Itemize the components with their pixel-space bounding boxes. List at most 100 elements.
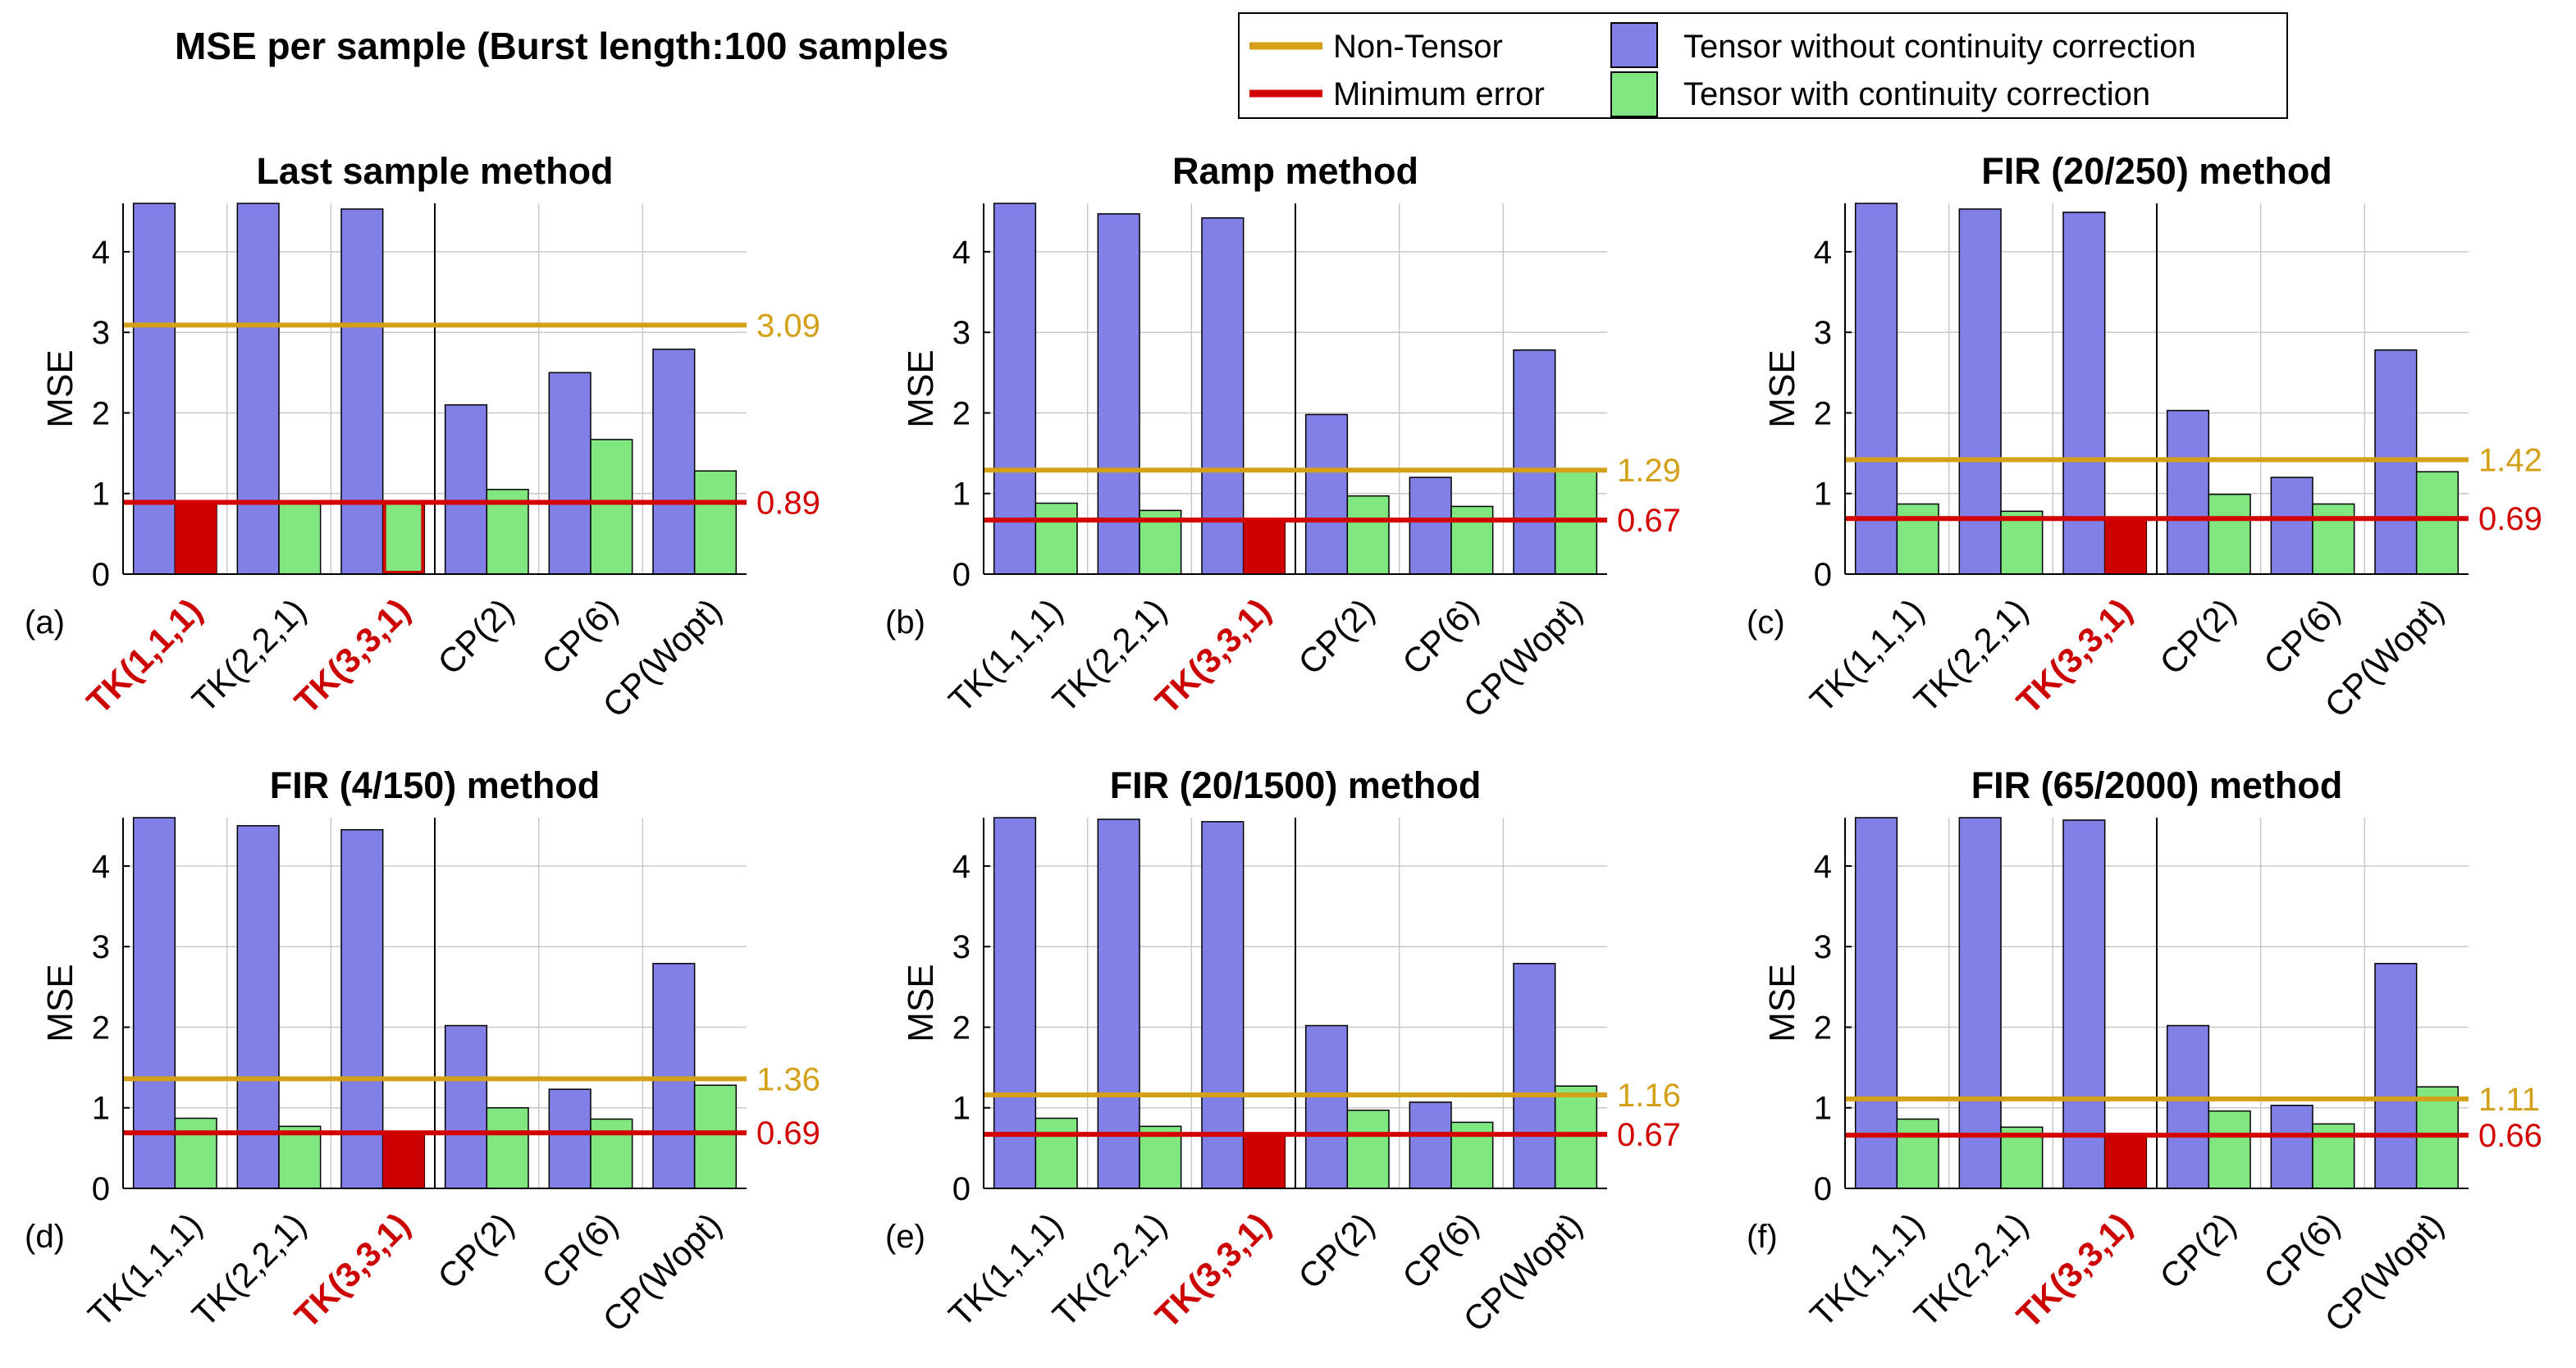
bar-tensor-without <box>236 203 280 575</box>
bar-tensor-with <box>693 470 738 575</box>
panel-letter: (c) <box>1747 604 1785 641</box>
bar-tensor-with <box>1346 1109 1390 1189</box>
legend-non-tensor-label: Non-Tensor <box>1333 29 1503 65</box>
panel-letter: (a) <box>25 604 65 641</box>
chart-panel-a: 3.09 0.89 0 1 2 3 4 MSE Last sample method (a) TK(… <box>25 150 820 725</box>
bar-tensor-with <box>486 1106 529 1189</box>
y-tick-label: 1 <box>92 477 110 513</box>
bar-tensor-with <box>590 1118 633 1189</box>
bar-tensor-without <box>1097 213 1140 575</box>
bar-tensor-without <box>2374 963 2418 1189</box>
y-tick-label: 2 <box>1814 1010 1832 1046</box>
bar-tensor-with <box>1554 471 1598 575</box>
y-axis-label: MSE <box>901 349 941 427</box>
bar-tensor-without <box>993 203 1037 575</box>
y-tick-label: 1 <box>1814 1091 1832 1127</box>
bar-tensor-without <box>340 828 384 1189</box>
bar-tensor-with <box>1346 495 1390 575</box>
bar-tensor-with <box>1035 502 1078 575</box>
legend-tensor-without-swatch <box>1610 22 1658 68</box>
bar-tensor-without <box>1201 821 1245 1189</box>
legend: Non-Tensor Minimum error Tensor without … <box>1238 12 2288 119</box>
x-tick-label: CP(6) <box>2256 591 2347 682</box>
figure-title: MSE per sample (Burst length:100 samples <box>175 25 948 67</box>
x-tick-label: TK(1,1,1) <box>941 1206 1070 1334</box>
y-tick-label: 4 <box>92 849 110 885</box>
chart-panel-f: 1.110.66 0 1 2 3 4 MSE FIR (65/2000) method (f) T… <box>1747 764 2542 1339</box>
bar-tensor-with <box>1554 1085 1598 1189</box>
minimum-error-value-label: 0.69 <box>2478 501 2542 537</box>
y-tick-label: 2 <box>952 395 971 431</box>
legend-tensor-without-label: Tensor without continuity correction <box>1683 29 2196 65</box>
minimum-error-value-label: 0.67 <box>1617 1117 1681 1153</box>
bar-tensor-without <box>2270 477 2313 575</box>
panel-title: FIR (65/2000) method <box>1971 764 2343 806</box>
panel-letter: (d) <box>25 1219 65 1255</box>
y-tick-label: 2 <box>92 1010 110 1046</box>
y-tick-label: 4 <box>1814 235 1832 271</box>
y-tick-label: 1 <box>952 477 971 513</box>
panel-title: FIR (20/250) method <box>1981 150 2332 192</box>
x-tick-label: CP(2) <box>430 591 521 682</box>
bar-tensor-with <box>278 1125 322 1189</box>
bar-minimum-error <box>1243 520 1286 574</box>
bar-tensor-with <box>590 439 633 575</box>
bar-tensor-with <box>693 1084 738 1189</box>
y-tick-label: 1 <box>92 1091 110 1127</box>
y-axis-label: MSE <box>40 964 80 1042</box>
bar-minimum-error <box>2104 1135 2147 1188</box>
y-tick-label: 1 <box>952 1091 971 1127</box>
non-tensor-value-label: 1.16 <box>1617 1078 1681 1114</box>
panel-letter: (b) <box>885 604 925 641</box>
bar-minimum-error <box>175 502 217 574</box>
panel-title: Ramp method <box>1172 150 1418 192</box>
bar-tensor-without <box>1958 817 2002 1189</box>
legend-minimum-error-label: Minimum error <box>1333 76 1545 112</box>
bar-tensor-without <box>444 1024 488 1189</box>
x-tick-label: TK(1,1,1) <box>1802 1206 1931 1334</box>
bar-tensor-with <box>2312 503 2355 575</box>
bar-tensor-without <box>1304 413 1349 575</box>
bar-tensor-without <box>2062 819 2106 1189</box>
bar-tensor-without <box>340 208 384 575</box>
x-tick-label: TK(1,1,1) <box>80 1206 209 1334</box>
bar-tensor-without <box>1513 349 1556 575</box>
bar-tensor-with <box>1896 503 1939 575</box>
bar-tensor-without <box>1513 963 1556 1189</box>
chart-panel-c: 1.42 0.69 0 1 2 3 4 MSE FIR (20/250) method (c) TK… <box>1747 150 2542 725</box>
y-tick-label: 0 <box>1814 1171 1832 1207</box>
y-tick-label: 0 <box>1814 557 1832 593</box>
x-tick-label: CP(6) <box>2256 1206 2347 1297</box>
bar-tensor-with <box>2208 1110 2251 1189</box>
bar-tensor-without <box>548 372 591 575</box>
bar-tensor-with <box>2415 471 2460 575</box>
x-tick-label: TK(3,3,1) <box>1148 591 1278 722</box>
y-tick-label: 3 <box>952 315 971 351</box>
x-tick-label: TK(1,1,1) <box>1802 591 1931 720</box>
y-axis-label: MSE <box>1762 349 1802 427</box>
bar-tensor-with <box>278 501 322 575</box>
bar-minimum-error <box>2104 518 2147 574</box>
x-tick-label: CP(6) <box>1395 591 1486 682</box>
minimum-error-value-label: 0.89 <box>756 486 820 522</box>
bar-tensor-with <box>2000 510 2044 575</box>
y-tick-label: 3 <box>1814 929 1832 965</box>
legend-box <box>1238 12 2288 119</box>
x-tick-label: TK(1,1,1) <box>80 591 210 722</box>
bar-tensor-without <box>1409 477 1452 575</box>
bar-tensor-without <box>2270 1105 2313 1189</box>
bar-minimum-error <box>382 500 425 575</box>
non-tensor-value-label: 1.11 <box>2478 1082 2540 1118</box>
y-tick-label: 3 <box>92 315 110 351</box>
panel-title: FIR (20/1500) method <box>1110 764 1482 806</box>
chart-panel-d: 1.36 0.69 0 1 2 3 4 MSE FIR (4/150) method (d) TK(… <box>25 764 820 1339</box>
x-tick-label: TK(1,1,1) <box>941 591 1070 720</box>
panel-title: Last sample method <box>256 150 613 192</box>
non-tensor-value-label: 1.42 <box>2478 442 2542 478</box>
bar-minimum-error <box>382 1133 425 1188</box>
panel-letter: (e) <box>885 1219 925 1255</box>
legend-tensor-with-swatch <box>1610 71 1658 117</box>
bar-tensor-with <box>1035 1117 1078 1189</box>
bar-tensor-without <box>1958 208 2002 575</box>
y-tick-label: 4 <box>952 235 971 271</box>
